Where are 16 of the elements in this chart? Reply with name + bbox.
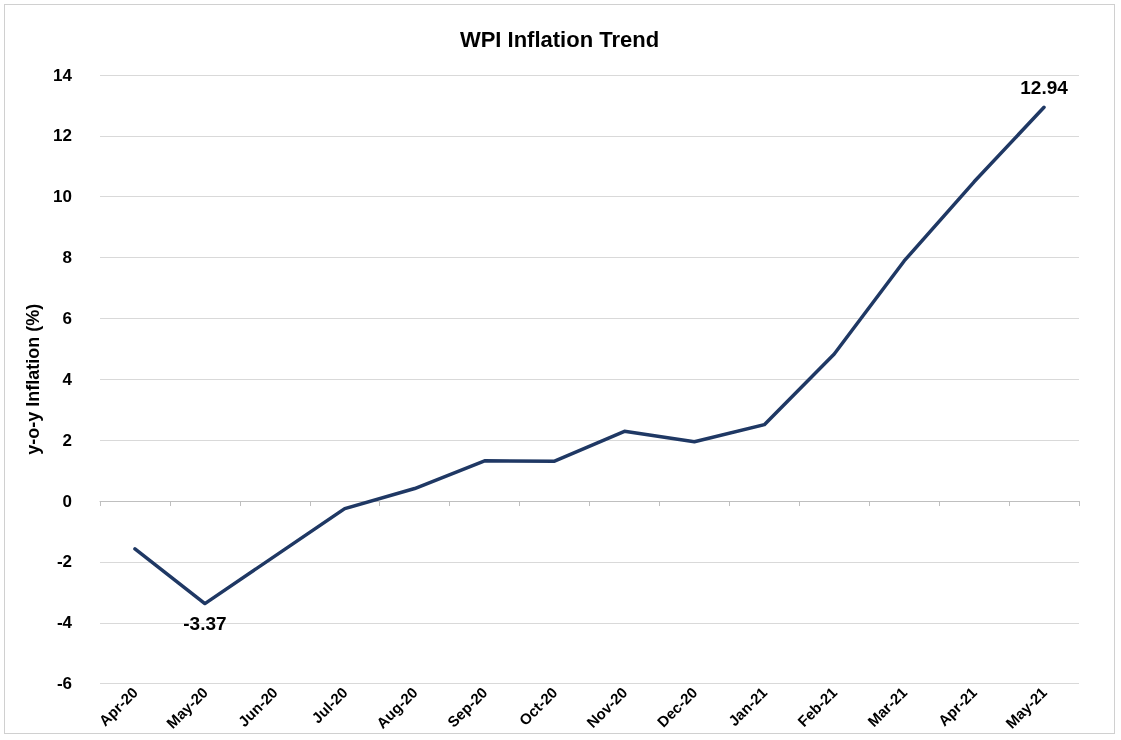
data-label: -3.37	[183, 612, 227, 634]
y-tick-label: 4	[62, 369, 73, 389]
y-tick-label: -4	[56, 613, 73, 633]
chart-title: WPI Inflation Trend	[459, 26, 660, 52]
y-tick-label: 2	[62, 430, 72, 450]
y-tick-label: 6	[62, 308, 72, 328]
y-tick-label: 10	[53, 187, 72, 207]
line-series	[133, 105, 1046, 606]
y-tick-label: -2	[56, 552, 72, 572]
y-tick-label: 12	[53, 126, 72, 146]
y-tick-label: 14	[53, 65, 73, 85]
data-label: 12.94	[1020, 77, 1069, 99]
y-tick-label: -6	[56, 674, 72, 694]
y-axis-title: y-o-y Inflation (%)	[23, 303, 44, 455]
y-tick-label: 0	[62, 491, 72, 511]
y-tick-label: 8	[62, 248, 72, 268]
